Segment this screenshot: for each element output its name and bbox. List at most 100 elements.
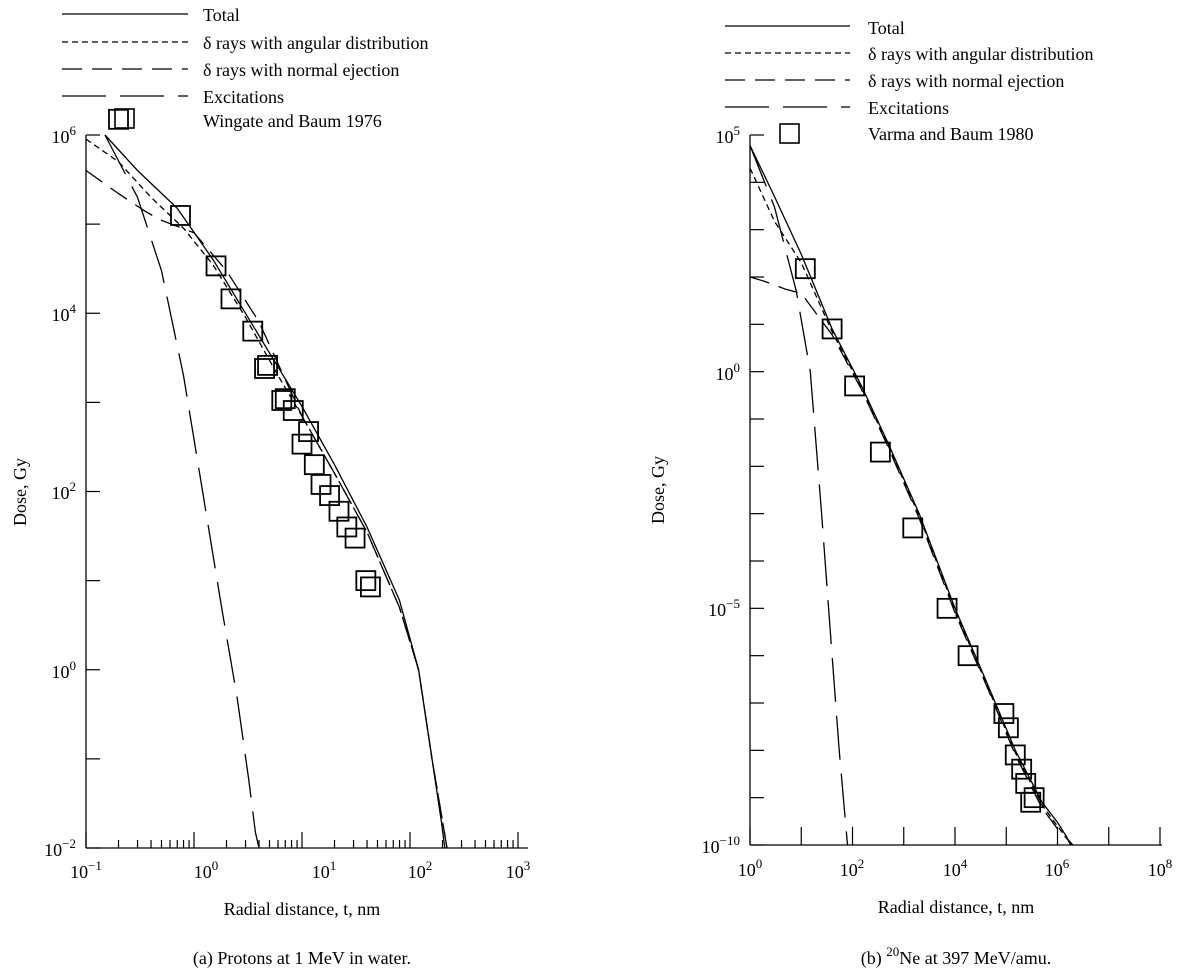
legend-b-label-3: Excitations xyxy=(868,98,949,118)
panel-b-markers xyxy=(794,258,1045,813)
legend-b-label-1: δ rays with angular distribution xyxy=(868,44,1093,64)
b-x-tick-1-base: 10 xyxy=(840,860,858,880)
panel-a-legend: Total δ rays with angular distribution δ… xyxy=(62,5,428,131)
data-point-marker xyxy=(336,516,358,538)
a-x-tick-3-exp: 2 xyxy=(426,858,433,873)
a-y-tick-2-exp: 2 xyxy=(70,479,77,494)
data-point-marker xyxy=(869,441,891,463)
series-line-0 xyxy=(749,145,1072,846)
data-point-marker xyxy=(902,517,924,539)
a-y-tick-1-exp: 0 xyxy=(70,658,77,673)
a-y-tick-0-base: 10 xyxy=(44,840,62,860)
data-point-marker xyxy=(997,717,1019,739)
a-x-tick-1: 100 xyxy=(194,858,219,882)
data-point-marker xyxy=(108,108,129,130)
panel-a-x-tick-labels: 10−1 100 101 102 103 xyxy=(70,858,530,882)
legend-a-label-4: Wingate and Baum 1976 xyxy=(203,111,382,131)
data-point-marker xyxy=(794,258,816,280)
b-y-tick-3-exp: 5 xyxy=(734,123,741,138)
data-point-marker xyxy=(1011,758,1033,780)
data-point-marker xyxy=(254,358,275,379)
a-x-tick-0: 10−1 xyxy=(70,858,102,882)
b-x-tick-0-exp: 0 xyxy=(756,856,763,871)
a-y-tick-4-exp: 6 xyxy=(70,123,77,138)
b-x-tick-2: 104 xyxy=(943,856,968,880)
b-x-tick-3-base: 10 xyxy=(1045,860,1063,880)
b-y-tick-1-base: 10 xyxy=(708,600,726,620)
a-y-tick-0-exp: −2 xyxy=(62,836,76,851)
a-x-tick-1-exp: 0 xyxy=(212,858,219,873)
panel-b-caption-sup: 20 xyxy=(886,944,899,959)
data-point-marker xyxy=(310,474,332,495)
series-line-0 xyxy=(104,134,446,849)
data-point-marker xyxy=(220,288,242,310)
b-x-tick-4-exp: 8 xyxy=(1166,856,1173,871)
a-x-tick-2: 101 xyxy=(312,858,337,882)
legend-a-label-0: Total xyxy=(203,5,240,25)
b-y-tick-2: 100 xyxy=(716,360,741,384)
panel-b-caption-rest: Ne at 397 MeV/amu. xyxy=(899,948,1051,968)
panel-b-curves xyxy=(749,145,1074,846)
a-y-tick-2: 102 xyxy=(52,479,77,503)
b-x-tick-0-base: 10 xyxy=(738,860,756,880)
data-point-marker xyxy=(936,597,958,619)
data-point-marker xyxy=(957,645,979,667)
panel-b-y-tick-labels: 10−10 10−5 100 105 xyxy=(702,123,740,857)
panel-b-ticks xyxy=(749,134,1161,846)
a-y-tick-4: 106 xyxy=(52,123,77,147)
legend-b-marker-4 xyxy=(779,123,800,144)
b-y-tick-3-base: 10 xyxy=(716,127,734,147)
a-x-tick-4: 103 xyxy=(506,858,531,882)
legend-a-label-1: δ rays with angular distribution xyxy=(203,33,428,53)
data-point-marker xyxy=(844,375,866,397)
b-x-tick-0: 100 xyxy=(738,856,763,880)
a-y-tick-3-exp: 4 xyxy=(70,301,77,316)
a-y-tick-1-base: 10 xyxy=(52,662,70,682)
b-x-tick-3-exp: 6 xyxy=(1063,856,1070,871)
b-x-tick-1-exp: 2 xyxy=(858,856,865,871)
a-x-tick-0-exp: −1 xyxy=(88,858,102,873)
panel-a-y-axis-title: Dose, Gy xyxy=(10,458,30,526)
b-y-tick-1: 10−5 xyxy=(708,596,740,620)
panel-a-markers xyxy=(108,108,381,598)
panel-b-y-axis-title: Dose, Gy xyxy=(648,456,668,524)
b-x-tick-3: 106 xyxy=(1045,856,1070,880)
b-y-tick-0: 10−10 xyxy=(702,833,740,857)
panel-b-caption-prefix: (b) xyxy=(861,948,887,969)
a-x-tick-4-base: 10 xyxy=(506,862,524,882)
a-y-tick-0: 10−2 xyxy=(44,836,76,860)
a-x-tick-3-base: 10 xyxy=(408,862,426,882)
legend-b-label-2: δ rays with normal ejection xyxy=(868,71,1064,91)
series-line-2 xyxy=(85,169,448,849)
data-point-marker xyxy=(993,703,1015,724)
data-point-marker xyxy=(282,400,304,421)
b-y-tick-3: 105 xyxy=(716,123,741,147)
a-x-tick-2-base: 10 xyxy=(312,862,330,882)
data-point-marker xyxy=(257,354,278,376)
a-y-tick-4-base: 10 xyxy=(52,127,70,147)
data-point-marker xyxy=(1020,791,1042,813)
panel-a-y-tick-labels: 10−2 100 102 104 106 xyxy=(44,123,76,860)
b-x-tick-4: 108 xyxy=(1148,856,1173,880)
series-line-1 xyxy=(749,167,1073,846)
series-line-3 xyxy=(749,145,849,846)
b-y-tick-0-base: 10 xyxy=(702,837,720,857)
data-point-marker xyxy=(344,527,366,549)
data-point-marker xyxy=(303,454,325,476)
panel-b-x-axis-title: Radial distance, t, nm xyxy=(878,897,1034,917)
b-y-tick-2-exp: 0 xyxy=(734,360,741,375)
panel-a-curves xyxy=(85,134,448,849)
legend-b-label-0: Total xyxy=(868,18,905,38)
data-point-marker xyxy=(1023,787,1045,809)
data-point-marker xyxy=(298,421,319,442)
b-y-tick-0-exp: −10 xyxy=(720,833,740,848)
panel-b: Total δ rays with angular distribution δ… xyxy=(648,18,1172,969)
panel-a: Total δ rays with angular distribution δ… xyxy=(10,5,530,969)
panel-b-axes xyxy=(749,135,1162,846)
data-point-marker xyxy=(355,570,377,592)
b-y-tick-1-exp: −5 xyxy=(726,596,740,611)
series-line-1 xyxy=(85,138,448,849)
legend-a-label-2: δ rays with normal ejection xyxy=(203,60,399,80)
legend-b-label-4: Varma and Baum 1980 xyxy=(868,124,1033,144)
